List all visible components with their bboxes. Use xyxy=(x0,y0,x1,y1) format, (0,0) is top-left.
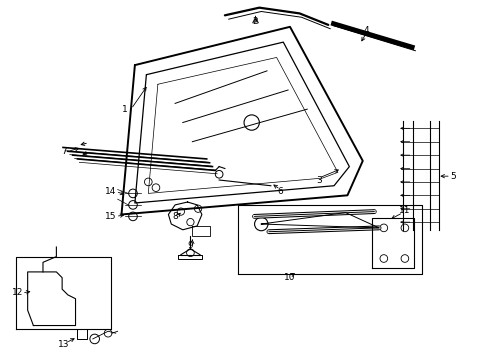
Text: 9: 9 xyxy=(188,240,193,249)
Text: 12: 12 xyxy=(12,288,24,297)
Text: 8: 8 xyxy=(172,212,178,221)
Text: 11: 11 xyxy=(399,206,411,215)
Text: 15: 15 xyxy=(105,212,117,221)
Text: 3: 3 xyxy=(316,176,321,185)
Text: 4: 4 xyxy=(364,26,369,35)
Text: 7: 7 xyxy=(61,147,67,156)
Text: 5: 5 xyxy=(450,172,456,181)
Text: 2: 2 xyxy=(253,17,258,26)
Text: 14: 14 xyxy=(105,187,117,196)
Text: 13: 13 xyxy=(58,340,70,349)
Text: 1: 1 xyxy=(122,105,128,114)
Text: 6: 6 xyxy=(277,187,283,196)
Text: 10: 10 xyxy=(284,273,296,282)
